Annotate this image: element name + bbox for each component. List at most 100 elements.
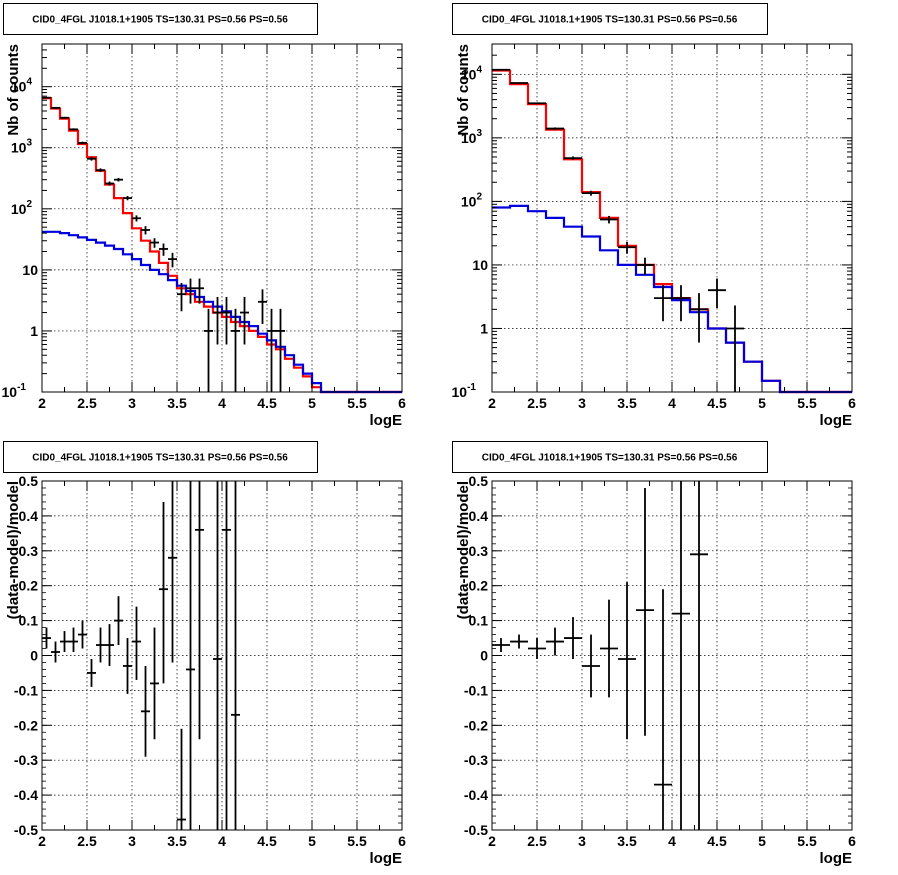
panel-4: CID0_4FGL J1018.1+1905 TS=130.31 PS=0.56… <box>452 441 856 867</box>
data-point <box>177 728 186 830</box>
title-box <box>3 3 318 35</box>
y-tick-label: 0.3 <box>19 543 39 559</box>
model-background-line <box>492 204 852 394</box>
x-tick-label: 2 <box>38 395 46 411</box>
data-point <box>618 241 636 254</box>
y-tick-label: 0.1 <box>19 613 39 629</box>
y-tick-label: 0.5 <box>19 473 39 489</box>
data-point <box>690 293 708 343</box>
data-point <box>69 627 78 653</box>
y-tick-label: 0.2 <box>19 578 39 594</box>
data-point <box>87 157 96 161</box>
x-tick-label: 5.5 <box>347 833 367 849</box>
data-point <box>132 606 141 680</box>
y-axis-title: Nb of counts <box>5 44 22 136</box>
y-axis-title: Nb of counts <box>455 44 472 136</box>
data-point <box>636 257 654 275</box>
data-point <box>51 106 60 109</box>
y-tick-label: -0.1 <box>14 682 38 698</box>
title-box <box>452 3 768 35</box>
data-point <box>708 278 726 308</box>
y-tick-label: 0.5 <box>469 473 489 489</box>
y-tick-label: 0.1 <box>469 613 489 629</box>
data-point <box>528 102 546 105</box>
data-point <box>78 141 87 145</box>
data-point <box>60 631 69 653</box>
y-tick-label: 1 <box>480 320 488 336</box>
x-tick-label: 5 <box>758 833 766 849</box>
y-tick-label: -0.4 <box>14 787 38 803</box>
x-tick-label: 3 <box>578 833 586 849</box>
data-point <box>231 481 240 830</box>
y-tick-label: 10 <box>472 257 488 273</box>
data-point <box>150 627 159 740</box>
data-point <box>222 296 231 345</box>
y-tick-label: 0.2 <box>469 578 489 594</box>
data-point <box>618 582 636 740</box>
data-point <box>60 116 69 119</box>
data-point <box>213 296 222 345</box>
data-point <box>78 620 87 649</box>
data-point <box>258 289 267 324</box>
y-tick-label: 0.4 <box>469 508 489 524</box>
data-point <box>672 481 690 830</box>
data-point <box>42 96 51 99</box>
y-axis-title: (data-model)/model <box>455 481 472 619</box>
data-point <box>600 215 618 224</box>
data-point <box>564 617 582 659</box>
x-tick-label: 4.5 <box>257 833 277 849</box>
data-point <box>105 181 114 186</box>
chart-title: CID0_4FGL J1018.1+1905 TS=130.31 PS=0.56… <box>482 453 738 464</box>
y-tick-label: 102 <box>11 199 33 217</box>
y-tick-label: -0.5 <box>464 822 488 838</box>
y-tick-label: 1 <box>30 323 38 339</box>
x-tick-label: 3.5 <box>617 833 637 849</box>
x-tick-label: 3.5 <box>617 395 637 411</box>
x-tick-label: 2 <box>38 833 46 849</box>
title-box <box>3 441 318 473</box>
data-point <box>96 168 105 173</box>
y-tick-label: 0.4 <box>19 508 39 524</box>
y-tick-label: -0.2 <box>464 717 488 733</box>
x-tick-label: 6 <box>848 833 856 849</box>
data-point <box>492 638 510 653</box>
data-point <box>186 481 195 830</box>
y-tick-label: 10 <box>22 262 38 278</box>
x-tick-label: 6 <box>398 395 406 411</box>
data-point <box>546 627 564 656</box>
data-point <box>195 278 204 304</box>
data-point <box>672 285 690 322</box>
x-tick-label: 2 <box>488 833 496 849</box>
y-tick-label: 10-1 <box>452 382 477 400</box>
data-point <box>159 243 168 256</box>
x-tick-label: 5 <box>758 395 766 411</box>
y-tick-label: -0.1 <box>464 682 488 698</box>
x-tick-label: 5.5 <box>347 395 367 411</box>
data-point <box>114 596 123 646</box>
y-tick-label: -0.4 <box>464 787 488 803</box>
data-point <box>528 638 546 659</box>
x-tick-label: 3.5 <box>167 833 187 849</box>
data-point <box>213 481 222 830</box>
x-tick-label: 6 <box>848 395 856 411</box>
y-tick-label: -0.3 <box>14 752 38 768</box>
y-axis-title: (data-model)/model <box>5 481 22 619</box>
data-point <box>141 226 150 235</box>
data-point <box>123 638 132 694</box>
data-point <box>510 634 528 649</box>
data-point <box>51 641 60 663</box>
model-background-line <box>42 230 402 394</box>
x-tick-label: 5 <box>308 395 316 411</box>
y-tick-label: 10-1 <box>2 382 27 400</box>
x-tick-label: 5.5 <box>797 395 817 411</box>
data-point <box>726 305 744 392</box>
y-tick-label: -0.3 <box>464 752 488 768</box>
data-point <box>141 665 150 757</box>
x-tick-label: 5 <box>308 833 316 849</box>
chart-title: CID0_4FGL J1018.1+1905 TS=130.31 PS=0.56… <box>32 15 288 26</box>
data-point <box>105 624 114 666</box>
data-point <box>267 308 276 392</box>
chart-title: CID0_4FGL J1018.1+1905 TS=130.31 PS=0.56… <box>482 15 738 26</box>
model-total-line <box>492 69 852 394</box>
